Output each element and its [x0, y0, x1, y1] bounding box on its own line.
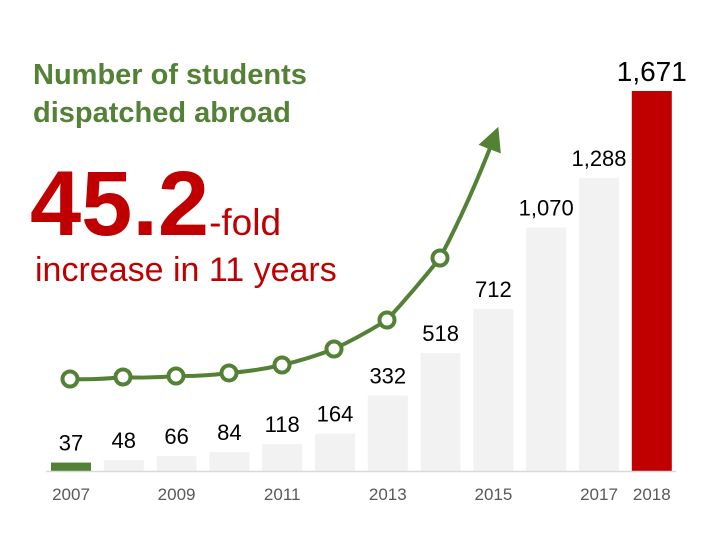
data-labels-group: 37 48 66 84 118 164 332 518 712 1,070 1,288 1,671	[59, 56, 687, 456]
x-tick-2015: 2015	[474, 485, 512, 504]
data-label-2015: 712	[475, 277, 512, 302]
bar-2015	[473, 309, 514, 471]
trend-marker-2	[113, 367, 133, 387]
x-tick-2018: 2018	[633, 485, 671, 504]
x-tick-2009: 2009	[158, 485, 196, 504]
bar-2018	[631, 91, 672, 471]
x-tick-2013: 2013	[369, 485, 407, 504]
fold-increase-number: 45.2	[30, 153, 210, 255]
bar-2009	[156, 455, 197, 471]
fold-increase-figure: 45.2-fold	[30, 158, 281, 269]
bar-2008	[103, 460, 144, 471]
data-label-2010: 84	[217, 420, 241, 445]
x-tick-labels-group: 2007 2009 2011 2013 2015 2017 2018	[52, 485, 671, 504]
data-label-2017: 1,288	[571, 146, 626, 171]
data-label-2007: 37	[59, 431, 83, 456]
trend-arrow	[60, 126, 501, 389]
trend-marker-8	[430, 248, 450, 268]
fold-increase-suffix: -fold	[209, 202, 282, 243]
trend-marker-1	[60, 369, 80, 389]
bar-2010	[209, 451, 250, 471]
data-label-2012: 164	[317, 402, 354, 427]
trend-marker-5	[272, 355, 292, 375]
bar-2017	[579, 178, 619, 472]
data-label-2018: 1,671	[617, 56, 687, 87]
bar-2014	[420, 353, 461, 471]
bar-2007	[51, 462, 91, 471]
trend-marker-6	[324, 339, 344, 359]
data-label-2014: 518	[422, 321, 459, 346]
data-label-2016: 1,070	[519, 196, 574, 221]
x-tick-2011: 2011	[264, 485, 301, 504]
trend-marker-3	[166, 366, 186, 386]
bar-2012	[315, 433, 355, 471]
trend-marker-7	[377, 310, 397, 330]
bars-group	[51, 91, 672, 472]
data-label-2008: 48	[112, 428, 136, 453]
x-tick-2017: 2017	[580, 485, 618, 504]
bar-2016	[526, 227, 567, 471]
bar-2011	[262, 444, 303, 471]
chart-subtitle: increase in 11 years	[35, 251, 337, 289]
data-label-2011: 118	[265, 412, 300, 437]
trend-marker-4	[219, 363, 239, 383]
data-label-2009: 66	[164, 424, 188, 449]
x-tick-2007: 2007	[52, 485, 90, 504]
chart-title: Number of students dispatched abroad	[33, 59, 307, 129]
bar-2013	[367, 395, 408, 471]
data-label-2013: 332	[369, 364, 406, 389]
